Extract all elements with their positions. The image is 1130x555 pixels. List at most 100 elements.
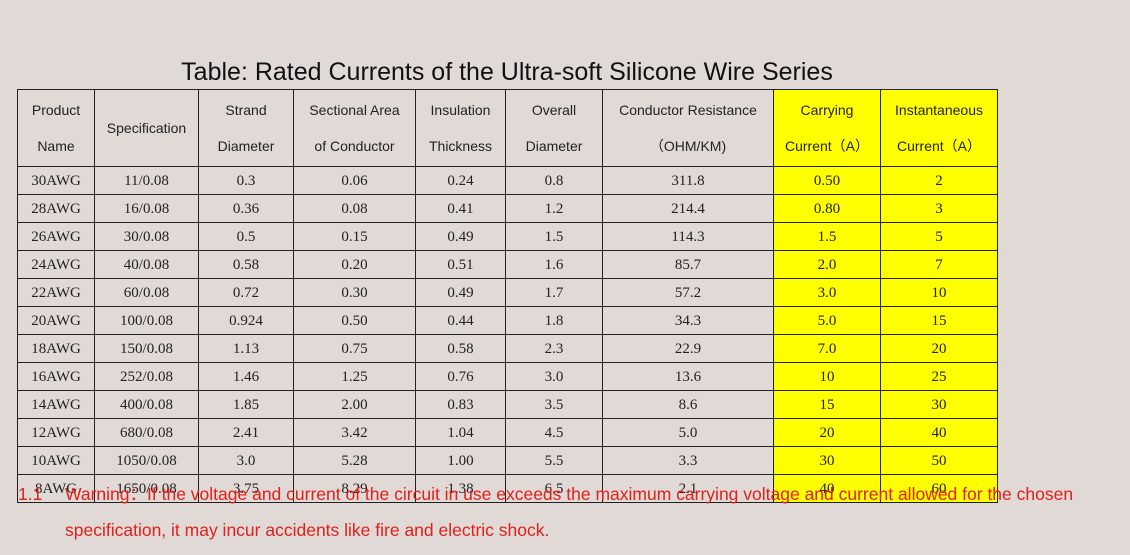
table-cell: 1.6 (505, 250, 603, 279)
table-row: 30AWG 11/0.08 0.3 0.06 0.24 0.8 311.8 0.50 2 (17, 166, 998, 195)
table-cell: 2.41 (198, 418, 294, 447)
header-cell: Conductor Resistance （OHM/KM) (602, 89, 774, 167)
table-cell: 1.8 (505, 306, 603, 335)
table-cell: 0.58 (415, 334, 506, 363)
table-cell: 16AWG (17, 362, 95, 391)
table-cell: 3.0 (198, 446, 294, 475)
header-line: Diameter (525, 138, 583, 154)
table-cell: 0.76 (415, 362, 506, 391)
header-line: Thickness (428, 138, 493, 154)
table-cell: 13.6 (602, 362, 774, 391)
table-cell: 1.46 (198, 362, 294, 391)
table-cell: 400/0.08 (94, 390, 199, 419)
header-cell: Carrying Current（A） (773, 89, 881, 167)
table-cell: 8.29 (293, 474, 416, 503)
warning: 1.1 Warning：If the voltage and current o… (18, 476, 1123, 548)
header-line: of Conductor (314, 138, 395, 154)
table-cell: 22AWG (17, 278, 95, 307)
table-cell: 0.30 (293, 278, 416, 307)
table-cell: 1.5 (773, 222, 881, 251)
table-cell: 100/0.08 (94, 306, 199, 335)
header-line: Name (37, 138, 75, 154)
header-cell: Insulation Thickness (415, 89, 506, 167)
table-cell: 10 (880, 278, 998, 307)
table-cell: 1.13 (198, 334, 294, 363)
table-cell: 3.0 (773, 278, 881, 307)
table-cell: 0.80 (773, 194, 881, 223)
table-cell: 16/0.08 (94, 194, 199, 223)
header-cell: Specification (94, 89, 199, 167)
table-cell: 7.0 (773, 334, 881, 363)
table-cell: 0.50 (773, 166, 881, 195)
table-cell: 0.83 (415, 390, 506, 419)
table-cell: 252/0.08 (94, 362, 199, 391)
table-cell: 5 (880, 222, 998, 251)
table-cell: 20 (880, 334, 998, 363)
table-cell: 30/0.08 (94, 222, 199, 251)
table-row: 20AWG 100/0.08 0.924 0.50 0.44 1.8 34.3 5.0 15 (17, 306, 998, 335)
table-cell: 1.00 (415, 446, 506, 475)
table-cell: 4.5 (505, 418, 603, 447)
table-cell: 0.49 (415, 278, 506, 307)
table-row: 22AWG 60/0.08 0.72 0.30 0.49 1.7 57.2 3.0 10 (17, 278, 998, 307)
header-line: Instantaneous (895, 102, 983, 118)
table-row: 16AWG 252/0.08 1.46 1.25 0.76 3.0 13.6 10 25 (17, 362, 998, 391)
table-cell: 20AWG (17, 306, 95, 335)
table-row: 26AWG 30/0.08 0.5 0.15 0.49 1.5 114.3 1.5 5 (17, 222, 998, 251)
table-cell: 14AWG (17, 390, 95, 419)
header-cell: Product Name (17, 89, 95, 167)
table-body: 30AWG 11/0.08 0.3 0.06 0.24 0.8 311.8 0.50 2 28AW… (17, 166, 998, 503)
table-cell: 1.5 (505, 222, 603, 251)
table-cell: 0.51 (415, 250, 506, 279)
table-cell: 0.924 (198, 306, 294, 335)
table-cell: 2.1 (602, 474, 774, 503)
table-cell: 2.3 (505, 334, 603, 363)
table-cell: 680/0.08 (94, 418, 199, 447)
table-cell: 311.8 (602, 166, 774, 195)
table-cell: 15 (880, 306, 998, 335)
table-cell: 0.50 (293, 306, 416, 335)
header-cell: Sectional Area of Conductor (293, 89, 416, 167)
table-cell: 2.0 (773, 250, 881, 279)
table-cell: 30AWG (17, 166, 95, 195)
header-line: Strand (225, 102, 267, 118)
table-row: 8AWG 1650/0.08 3.75 8.29 1.38 6.5 2.1 40 60 (17, 474, 998, 503)
table-cell: 5.28 (293, 446, 416, 475)
table-cell: 40/0.08 (94, 250, 199, 279)
table-cell: 2.00 (293, 390, 416, 419)
table-cell: 15 (773, 390, 881, 419)
table-cell: 8AWG (17, 474, 95, 503)
table-cell: 1.2 (505, 194, 603, 223)
table-cell: 12AWG (17, 418, 95, 447)
table-cell: 1.25 (293, 362, 416, 391)
table-cell: 0.06 (293, 166, 416, 195)
table-cell: 0.41 (415, 194, 506, 223)
table-row: 10AWG 1050/0.08 3.0 5.28 1.00 5.5 3.3 30 50 (17, 446, 998, 475)
table-cell: 10AWG (17, 446, 95, 475)
table-cell: 5.0 (773, 306, 881, 335)
table-cell: 0.15 (293, 222, 416, 251)
header-cell: Instantaneous Current（A） (880, 89, 998, 167)
table-cell: 0.5 (198, 222, 294, 251)
header-line: Specification (106, 120, 187, 136)
table-cell: 60 (880, 474, 998, 503)
table-cell: 0.44 (415, 306, 506, 335)
table-cell: 0.3 (198, 166, 294, 195)
table-cell: 18AWG (17, 334, 95, 363)
header-line: Insulation (430, 102, 491, 118)
header-line: Sectional Area (309, 102, 400, 118)
header-line: Overall (531, 102, 577, 118)
header-line: Carrying (800, 102, 854, 118)
table-cell: 0.08 (293, 194, 416, 223)
table-cell: 10 (773, 362, 881, 391)
table-cell: 214.4 (602, 194, 774, 223)
table-cell: 85.7 (602, 250, 774, 279)
header-line: （OHM/KM) (649, 138, 727, 154)
table-header: Product Name Specification Strand Diameter Se… (17, 89, 998, 167)
table-cell: 0.20 (293, 250, 416, 279)
warning-text: Warning：If the voltage and current of th… (65, 484, 1074, 540)
header-line: Product (31, 102, 81, 118)
warning-number: 1.1 (18, 484, 43, 504)
table-cell: 3.42 (293, 418, 416, 447)
table-cell: 40 (880, 418, 998, 447)
